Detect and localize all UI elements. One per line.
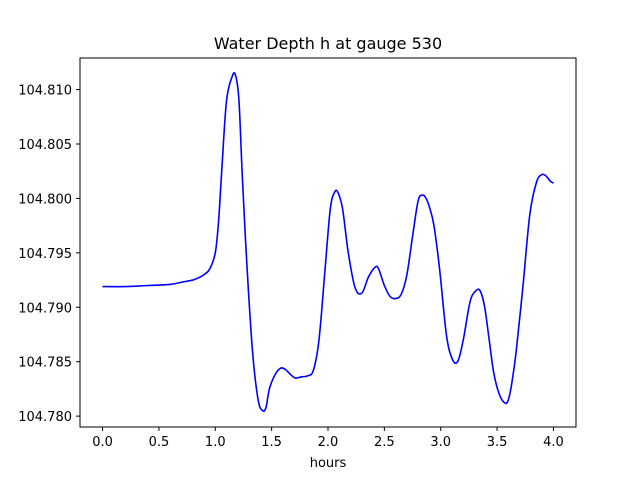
- y-tick-label: 104.795: [18, 247, 72, 262]
- y-tick-label: 104.800: [18, 192, 72, 207]
- y-tick-label: 104.785: [18, 356, 72, 371]
- x-tick-label: 2.5: [374, 435, 395, 450]
- y-tick-label: 104.810: [18, 84, 72, 99]
- x-tick-label: 4.0: [543, 435, 564, 450]
- chart-title: Water Depth h at gauge 530: [214, 34, 442, 53]
- x-tick-label: 1.0: [205, 435, 226, 450]
- x-tick-label: 1.5: [261, 435, 282, 450]
- y-tick-label: 104.780: [18, 410, 72, 425]
- y-axis: 104.780 104.785 104.790 104.795 104.800 104.8…: [18, 84, 80, 425]
- x-tick-label: 3.0: [430, 435, 451, 450]
- x-axis: 0.0 0.5 1.0 1.5 2.0 2.5 3.0 3.5 4.0: [92, 427, 564, 450]
- series-line: [102, 72, 554, 413]
- y-tick-label: 104.805: [18, 138, 72, 153]
- x-tick-label: 0.0: [92, 435, 113, 450]
- x-axis-label: hours: [310, 456, 347, 471]
- x-tick-label: 2.0: [318, 435, 339, 450]
- y-tick-label: 104.790: [18, 301, 72, 316]
- x-tick-label: 0.5: [149, 435, 170, 450]
- plot-frame: [79, 57, 577, 428]
- x-tick-label: 3.5: [487, 435, 508, 450]
